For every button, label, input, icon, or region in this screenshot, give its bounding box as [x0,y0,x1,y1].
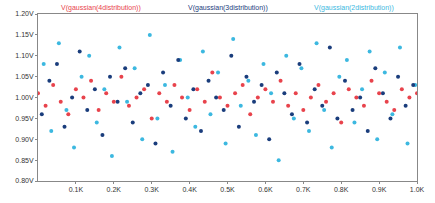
svg-text:0.1K: 0.1K [69,186,84,193]
svg-text:0.3K: 0.3K [144,186,159,193]
svg-text:0.90V: 0.90V [15,136,34,143]
svg-text:1.10V: 1.10V [15,52,34,59]
svg-text:1.15V: 1.15V [15,31,34,38]
svg-text:1.00V: 1.00V [15,94,34,101]
svg-text:0.2K: 0.2K [107,186,122,193]
svg-text:V(gaussian(3distribution)): V(gaussian(3distribution)) [188,4,268,12]
svg-text:0.5K: 0.5K [220,186,235,193]
svg-text:1.0K: 1.0K [410,186,425,193]
svg-text:1.20V: 1.20V [15,10,34,17]
svg-text:0.9K: 0.9K [372,186,387,193]
svg-text:0.8K: 0.8K [334,186,349,193]
svg-text:0.7K: 0.7K [296,186,311,193]
svg-text:0.85V: 0.85V [15,157,34,164]
svg-text:0.4K: 0.4K [182,186,197,193]
svg-text:0.80V: 0.80V [15,177,34,184]
svg-text:V(gaussian(4distribution)): V(gaussian(4distribution)) [61,4,141,12]
svg-text:0.6K: 0.6K [258,186,273,193]
svg-text:0.95V: 0.95V [15,115,34,122]
svg-text:1.05V: 1.05V [15,73,34,80]
svg-text:V(gaussian(2distribution)): V(gaussian(2distribution)) [314,4,394,12]
